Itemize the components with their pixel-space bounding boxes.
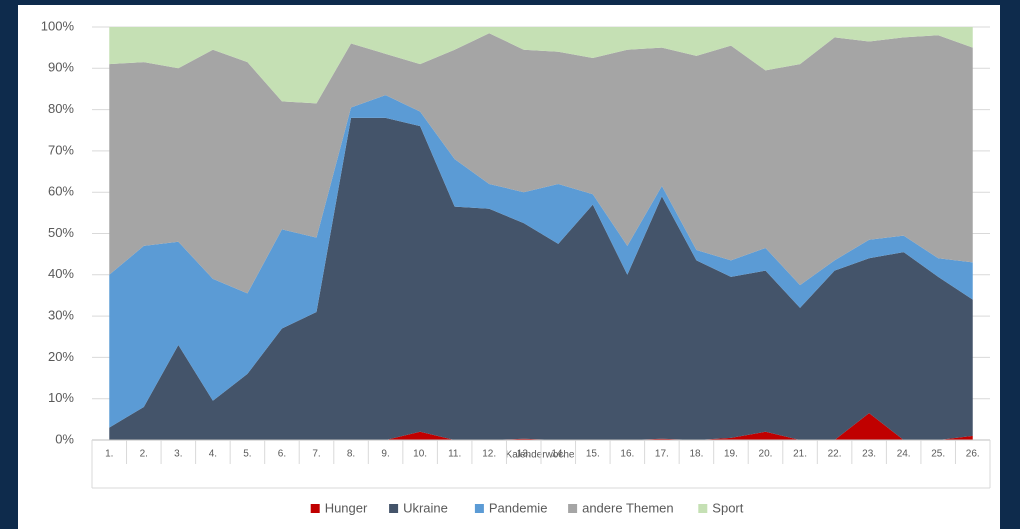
x-tick-label: 16. bbox=[620, 449, 634, 460]
x-tick-label: 14. bbox=[551, 449, 565, 460]
x-tick-label: 4. bbox=[209, 449, 217, 460]
legend-label: Ukraine bbox=[403, 500, 448, 515]
legend-swatch bbox=[568, 504, 578, 513]
x-tick-label: 5. bbox=[243, 449, 251, 460]
x-tick-label: 15. bbox=[586, 449, 600, 460]
legend-swatch bbox=[698, 504, 708, 513]
x-tick-label: 7. bbox=[312, 449, 320, 460]
x-tick-label: 6. bbox=[278, 449, 286, 460]
legend-label: Hunger bbox=[325, 500, 368, 515]
x-tick-label: 23. bbox=[862, 449, 876, 460]
y-tick-label: 70% bbox=[48, 142, 74, 157]
x-axis-label: Kalenderwoche bbox=[506, 450, 575, 461]
x-tick-label: 1. bbox=[105, 449, 113, 460]
y-tick-label: 40% bbox=[48, 266, 74, 281]
y-tick-label: 0% bbox=[55, 431, 74, 446]
y-tick-label: 50% bbox=[48, 225, 74, 240]
x-tick-label: 19. bbox=[724, 449, 738, 460]
x-tick-label: 18. bbox=[689, 449, 703, 460]
legend-label: Sport bbox=[712, 500, 743, 515]
y-tick-label: 60% bbox=[48, 184, 74, 199]
x-tick-label: 22. bbox=[828, 449, 842, 460]
x-tick-label: 10. bbox=[413, 449, 427, 460]
legend-swatch bbox=[389, 504, 399, 513]
x-tick-label: 21. bbox=[793, 449, 807, 460]
area bbox=[109, 95, 973, 428]
x-tick-label: 17. bbox=[655, 449, 669, 460]
y-tick-label: 90% bbox=[48, 60, 74, 75]
y-tick-label: 100% bbox=[41, 18, 75, 33]
x-tick-label: 3. bbox=[174, 449, 182, 460]
area bbox=[109, 413, 973, 440]
legend-label: Pandemie bbox=[489, 500, 548, 515]
y-tick-label: 80% bbox=[48, 101, 74, 116]
area bbox=[109, 117, 973, 441]
y-tick-label: 30% bbox=[48, 308, 74, 323]
x-tick-label: 24. bbox=[897, 449, 911, 460]
x-tick-label: 8. bbox=[347, 449, 355, 460]
y-tick-label: 20% bbox=[48, 349, 74, 364]
y-tick-label: 10% bbox=[48, 390, 74, 405]
legend-swatch bbox=[474, 504, 484, 513]
x-tick-label: 13. bbox=[517, 449, 531, 460]
x-tick-label: 26. bbox=[966, 449, 980, 460]
x-tick-label: 2. bbox=[140, 449, 148, 460]
x-tick-label: 25. bbox=[931, 449, 945, 460]
legend-swatch bbox=[310, 504, 320, 513]
x-tick-label: 20. bbox=[759, 449, 773, 460]
legend-label: andere Themen bbox=[582, 500, 674, 515]
x-tick-label: 12. bbox=[482, 449, 496, 460]
area bbox=[109, 33, 973, 294]
area bbox=[109, 27, 973, 104]
x-tick-label: 11. bbox=[448, 449, 461, 460]
x-tick-label: 9. bbox=[381, 449, 389, 460]
